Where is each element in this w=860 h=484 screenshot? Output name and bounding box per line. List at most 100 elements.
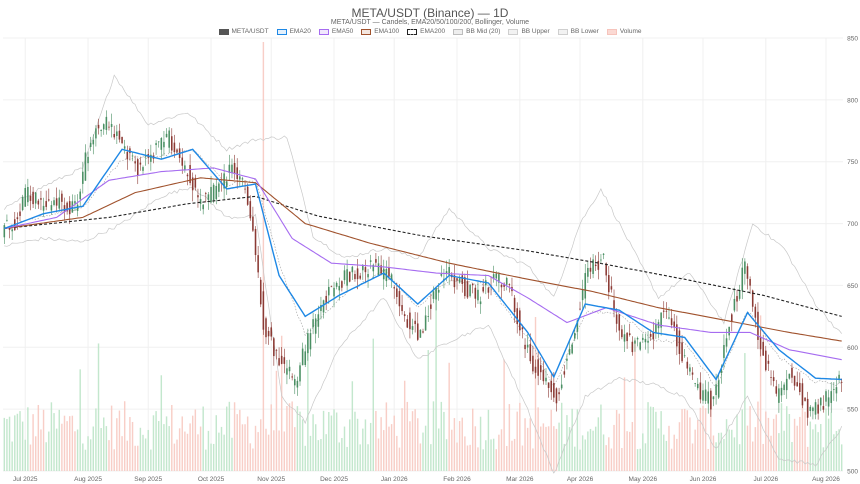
- volume-bar: [770, 435, 772, 471]
- legend-item[interactable]: EMA20: [276, 28, 311, 35]
- candle-body: [406, 319, 409, 328]
- legend-swatch: [557, 28, 568, 35]
- volume-bar: [422, 432, 424, 471]
- candle-body: [437, 289, 440, 293]
- volume-bar: [356, 418, 359, 471]
- candle-body: [715, 384, 717, 396]
- candle-body: [89, 142, 92, 147]
- volume-bar: [629, 431, 631, 471]
- volume-bar: [835, 430, 838, 471]
- volume-bar: [498, 434, 500, 471]
- legend-item[interactable]: EMA200: [407, 28, 445, 35]
- volume-bar: [762, 443, 764, 471]
- volume-bar: [267, 434, 270, 471]
- candle-body: [652, 332, 655, 340]
- volume-bar: [838, 429, 840, 471]
- volume-bar: [121, 436, 123, 471]
- candle-body: [608, 275, 610, 293]
- candle-body: [257, 255, 259, 273]
- x-tick-label: Apr 2026: [567, 476, 594, 483]
- candle-body: [720, 369, 723, 374]
- candle-body: [725, 338, 728, 347]
- volume-bar: [670, 448, 673, 471]
- volume-bar: [338, 442, 340, 471]
- candle-body: [121, 136, 123, 144]
- volume-bar: [294, 427, 296, 471]
- candle-body: [186, 174, 189, 177]
- volume-bar: [37, 404, 40, 471]
- candle-body: [563, 371, 566, 375]
- candle-body: [830, 391, 833, 403]
- volume-bar: [129, 417, 131, 471]
- volume-bar: [116, 418, 118, 471]
- volume-bar: [312, 414, 314, 471]
- y-tick-label: 550: [847, 407, 858, 414]
- candle-body: [231, 164, 233, 173]
- volume-bar: [257, 432, 259, 471]
- candle-body: [314, 318, 317, 334]
- legend-item[interactable]: EMA100: [361, 28, 399, 35]
- volume-bar: [608, 437, 610, 471]
- volume-bar: [741, 409, 743, 471]
- candle-body: [597, 260, 600, 270]
- legend-item[interactable]: META/USDT: [218, 28, 269, 35]
- volume-bar: [655, 411, 657, 471]
- candle-body: [390, 274, 393, 281]
- candle-body: [545, 377, 547, 382]
- volume-bar: [152, 415, 155, 471]
- legend-item[interactable]: BB Upper: [508, 28, 550, 35]
- volume-bar: [66, 421, 68, 471]
- volume-bar: [19, 411, 21, 471]
- candle-body: [471, 283, 474, 286]
- candle-body: [375, 259, 377, 263]
- candle-body: [553, 383, 555, 398]
- candle-body: [571, 344, 573, 354]
- legend-item[interactable]: BB Mid (20): [453, 28, 500, 35]
- candle-body: [741, 267, 744, 291]
- candle-body: [411, 326, 414, 330]
- candle-body: [817, 404, 819, 414]
- volume-bar: [731, 429, 733, 471]
- candle-body: [50, 205, 53, 211]
- volume-bar: [506, 445, 508, 471]
- candle-body: [754, 306, 757, 318]
- candle-body: [767, 360, 770, 364]
- legend-item[interactable]: Volume: [606, 28, 642, 35]
- volume-bar: [443, 411, 445, 471]
- legend-item[interactable]: BB Lower: [557, 28, 599, 35]
- volume-bar: [89, 439, 92, 471]
- candle-body: [19, 211, 21, 216]
- volume-bar: [702, 405, 704, 471]
- candle-body: [335, 282, 338, 287]
- candle-body: [265, 318, 267, 338]
- candle-body: [678, 330, 681, 354]
- candle-body: [163, 141, 165, 148]
- volume-bar: [32, 414, 34, 471]
- candle-body: [3, 225, 6, 238]
- candle-body: [686, 361, 689, 369]
- volume-bar: [757, 401, 759, 471]
- candle-body: [505, 277, 508, 285]
- volume-bar: [479, 416, 482, 471]
- candle-body: [453, 275, 456, 288]
- candle-body: [116, 131, 118, 136]
- legend-item[interactable]: EMA50: [318, 28, 353, 35]
- candle-body: [513, 297, 516, 313]
- volume-bar: [223, 434, 225, 471]
- candle-body: [613, 300, 615, 312]
- volume-bar: [385, 402, 388, 471]
- volume-bar: [320, 439, 322, 471]
- candle-body: [833, 389, 835, 390]
- candle-body: [804, 397, 806, 401]
- volume-bar: [699, 407, 702, 471]
- candle-body: [809, 406, 812, 411]
- volume-bar: [231, 437, 233, 471]
- candle-body: [736, 296, 738, 302]
- volume-bar: [186, 433, 189, 471]
- candle-body: [278, 358, 280, 366]
- volume-bar: [717, 432, 720, 471]
- y-tick-label: 600: [847, 345, 858, 352]
- volume-bar: [542, 423, 545, 471]
- candle-body: [330, 286, 333, 288]
